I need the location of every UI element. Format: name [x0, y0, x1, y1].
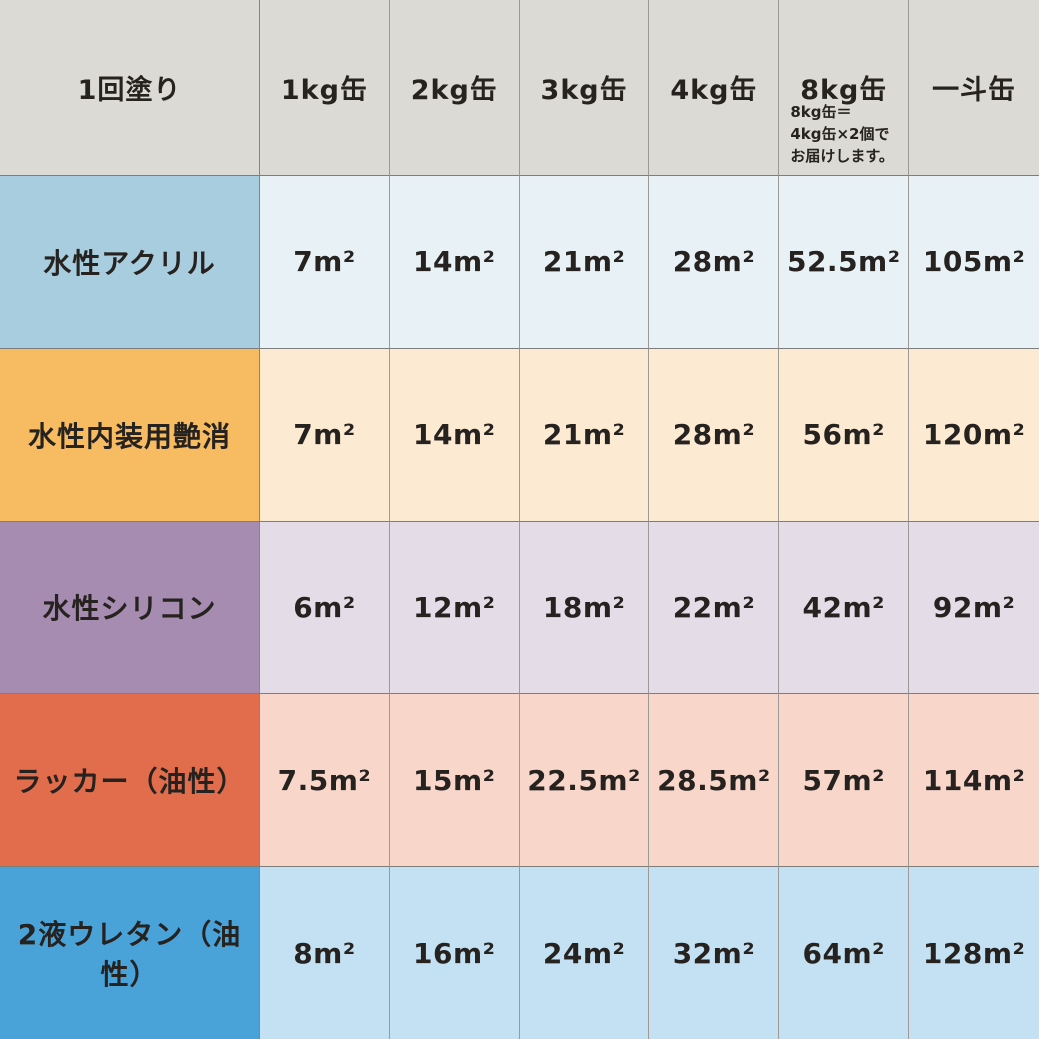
coverage-value: 42m²	[802, 590, 885, 624]
header-cell-coat-label: 1回塗り	[0, 0, 260, 175]
coverage-cell: 56m²	[779, 347, 910, 521]
coverage-cell: 15m²	[389, 693, 520, 867]
coverage-value: 28m²	[672, 418, 756, 452]
coverage-value: 6m²	[293, 590, 356, 624]
header-cell-8kg: 8kg缶 8kg缶＝ 4kg缶×2個で お届けします。	[779, 0, 910, 175]
paint-type-name: 水性シリコン	[42, 592, 217, 626]
coverage-cell: 128m²	[909, 866, 1039, 1039]
coverage-value: 12m²	[413, 590, 496, 624]
coverage-value: 18m²	[542, 590, 626, 624]
coverage-value: 28m²	[672, 245, 756, 279]
coverage-cell: 32m²	[649, 866, 780, 1039]
coverage-cell: 64m²	[779, 866, 910, 1039]
paint-type-name: ラッカー（油性）	[13, 765, 246, 799]
paint-type-name: 水性内装用艶消	[27, 419, 231, 453]
coverage-value: 28.5m²	[657, 763, 771, 797]
coverage-cell: 114m²	[909, 693, 1039, 867]
row-label-lacquer: ラッカー（油性）	[0, 693, 260, 867]
coverage-value: 56m²	[802, 418, 885, 452]
coverage-cell: 16m²	[389, 866, 520, 1039]
coat-count-label: 1回塗り	[77, 75, 182, 106]
coverage-cell: 6m²	[260, 520, 390, 694]
coverage-cell: 7.5m²	[260, 693, 390, 867]
coverage-value: 120m²	[922, 418, 1026, 452]
coverage-value: 7m²	[293, 245, 356, 279]
column-header-8kg: 8kg缶	[800, 75, 888, 106]
column-header-itto: 一斗缶	[932, 75, 1017, 106]
header-cell-2kg: 2kg缶	[389, 0, 520, 175]
coverage-value: 64m²	[802, 936, 885, 970]
header-cell-1kg: 1kg缶	[260, 0, 390, 175]
coverage-value: 21m²	[542, 245, 626, 279]
coverage-value: 92m²	[932, 590, 1016, 624]
coverage-value: 7m²	[293, 418, 356, 452]
coverage-value: 14m²	[413, 418, 496, 452]
paint-type-name: 2液ウレタン（油性）	[17, 918, 242, 992]
coverage-cell: 8m²	[260, 866, 390, 1039]
coverage-cell: 42m²	[779, 520, 910, 694]
coverage-cell: 21m²	[519, 347, 650, 521]
coverage-cell: 12m²	[389, 520, 520, 694]
coverage-cell: 14m²	[389, 347, 520, 521]
coverage-cell: 120m²	[909, 347, 1039, 521]
coverage-value: 105m²	[922, 245, 1026, 279]
coverage-value: 57m²	[802, 763, 885, 797]
coverage-cell: 28.5m²	[649, 693, 780, 867]
row-label-urethane: 2液ウレタン（油性）	[0, 866, 260, 1039]
coverage-value: 24m²	[542, 936, 626, 970]
row-label-suisei-naisou: 水性内装用艶消	[0, 347, 260, 521]
coverage-cell: 24m²	[519, 866, 650, 1039]
8kg-delivery-note: 8kg缶＝ 4kg缶×2個で お届けします。	[790, 103, 894, 166]
coverage-cell: 18m²	[519, 520, 650, 694]
coverage-value: 22.5m²	[527, 763, 641, 797]
header-cell-itto: 一斗缶	[909, 0, 1039, 175]
coverage-value: 14m²	[413, 245, 496, 279]
coverage-cell: 92m²	[909, 520, 1039, 694]
coverage-value: 52.5m²	[786, 245, 901, 279]
coverage-value: 8m²	[293, 936, 356, 970]
coverage-value: 114m²	[922, 763, 1026, 797]
header-cell-4kg: 4kg缶	[649, 0, 780, 175]
coverage-cell: 14m²	[389, 175, 520, 348]
coverage-cell: 28m²	[649, 347, 780, 521]
coverage-value: 21m²	[542, 418, 626, 452]
row-label-suisei-silicon: 水性シリコン	[0, 520, 260, 694]
header-cell-3kg: 3kg缶	[519, 0, 650, 175]
coverage-cell: 28m²	[649, 175, 780, 348]
coverage-cell: 57m²	[779, 693, 910, 867]
column-header-4kg: 4kg缶	[670, 75, 758, 106]
coverage-cell: 52.5m²	[779, 175, 910, 348]
coverage-value: 15m²	[413, 763, 496, 797]
coverage-value: 22m²	[672, 590, 756, 624]
coverage-value: 16m²	[413, 936, 496, 970]
coverage-value: 128m²	[922, 936, 1026, 970]
paint-type-name: 水性アクリル	[43, 246, 216, 280]
column-header-1kg: 1kg缶	[280, 75, 368, 106]
coverage-cell: 22m²	[649, 520, 780, 694]
coverage-cell: 21m²	[519, 175, 650, 348]
row-label-suisei-acrylic: 水性アクリル	[0, 175, 260, 348]
column-header-2kg: 2kg缶	[410, 75, 498, 106]
coverage-value: 32m²	[672, 936, 756, 970]
coverage-cell: 7m²	[260, 347, 390, 521]
column-header-3kg: 3kg缶	[540, 75, 628, 106]
coverage-cell: 7m²	[260, 175, 390, 348]
coverage-cell: 22.5m²	[519, 693, 650, 867]
coverage-cell: 105m²	[909, 175, 1039, 348]
coverage-value: 7.5m²	[277, 763, 372, 797]
